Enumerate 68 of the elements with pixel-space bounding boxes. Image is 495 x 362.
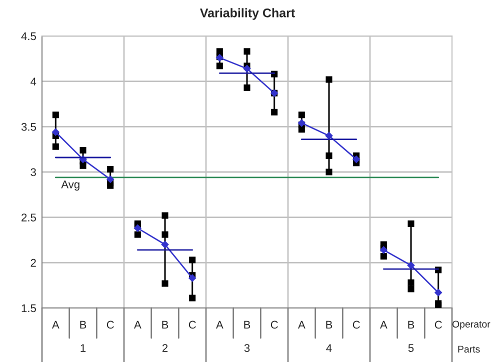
text: 5 <box>408 344 414 352</box>
y-tick-label: 1.5 <box>22 304 36 312</box>
chart-title: Variability Chart <box>200 8 295 20</box>
y-tick-label: 2 <box>30 258 36 267</box>
point <box>162 231 168 238</box>
point <box>407 262 415 270</box>
point <box>134 224 142 232</box>
point <box>434 288 442 296</box>
x-tick-label: B <box>162 320 168 329</box>
x-tick-label: B <box>80 320 86 329</box>
x-tick-label: C <box>352 320 360 329</box>
point <box>380 246 388 254</box>
point <box>162 212 168 219</box>
point <box>380 253 387 260</box>
point <box>326 168 332 176</box>
point <box>326 76 332 83</box>
point <box>298 112 305 118</box>
x-axis-title: Operator <box>452 320 490 330</box>
point <box>162 280 168 287</box>
point <box>326 152 332 159</box>
x-tick-label: C <box>106 320 114 329</box>
point <box>52 143 59 150</box>
point <box>161 240 169 248</box>
point <box>408 220 414 227</box>
point <box>216 62 223 70</box>
point <box>134 231 141 238</box>
text: 4 <box>326 344 332 352</box>
y-tick-label: 4 <box>30 78 36 86</box>
x-tick-label: A <box>216 320 224 329</box>
point <box>408 279 414 286</box>
point <box>244 84 250 91</box>
y-tick-label: 3 <box>30 168 36 176</box>
x-tick-label: C <box>188 320 196 329</box>
text: 1 <box>80 344 86 352</box>
x-tick-label: B <box>408 320 414 329</box>
x-tick-label: A <box>298 320 306 329</box>
point <box>107 182 114 189</box>
point <box>435 266 442 274</box>
point <box>408 286 414 292</box>
point <box>298 119 306 127</box>
x-tick-label: A <box>134 320 142 329</box>
x-tick-label: A <box>52 320 60 329</box>
point <box>52 112 59 118</box>
text: 3 <box>244 344 250 352</box>
point <box>325 132 333 140</box>
x-tick-label: C <box>270 320 278 329</box>
point <box>298 126 305 133</box>
point <box>189 294 196 302</box>
point <box>244 48 250 55</box>
ref-line-label: Avg <box>61 180 80 191</box>
text: 2 <box>162 344 168 352</box>
point <box>189 256 196 264</box>
text: Parts <box>458 346 480 353</box>
point <box>243 65 251 72</box>
y-tick-label: 2.5 <box>22 214 36 222</box>
point <box>80 162 86 169</box>
point <box>80 146 86 154</box>
x-tick-label: C <box>434 320 442 329</box>
point <box>106 176 114 183</box>
point <box>107 166 114 173</box>
x-tick-label: B <box>326 320 332 329</box>
point <box>271 108 278 116</box>
point <box>52 128 60 136</box>
y-tick-label: 4.5 <box>21 32 36 40</box>
point <box>188 274 196 282</box>
y-tick-label: 3.5 <box>21 122 36 131</box>
x-tick-label: B <box>244 320 250 329</box>
x-tick-label: A <box>380 320 388 329</box>
